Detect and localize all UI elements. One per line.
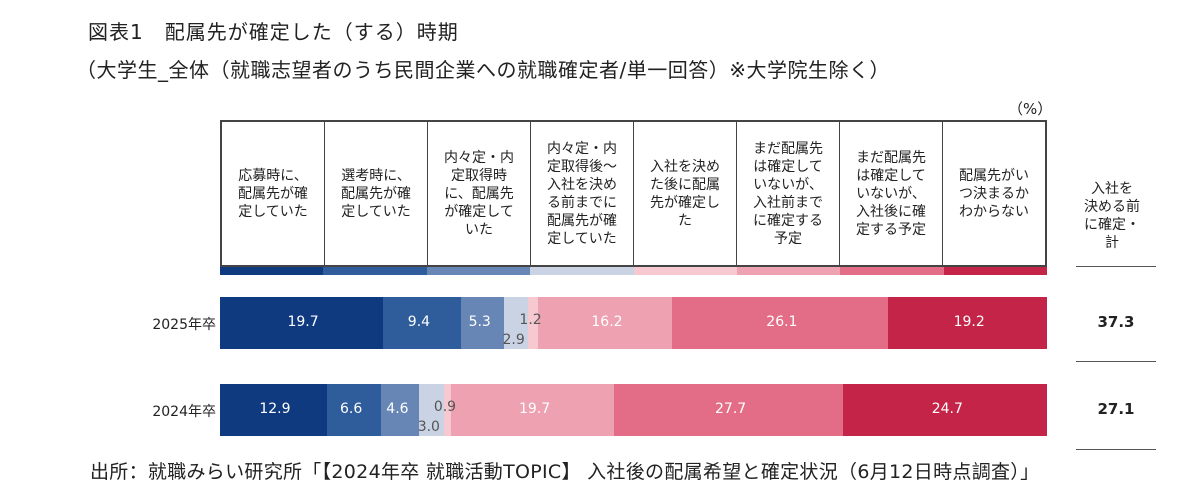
bar-segment	[504, 297, 529, 349]
total-rule-bottom	[1076, 449, 1156, 450]
data-label: 19.7	[287, 314, 319, 330]
bar-segment	[614, 384, 843, 436]
category-header-cell: 入社を決め た後に配属 先が確定し た	[634, 122, 737, 265]
category-color-strip	[220, 267, 1047, 275]
category-header-cell: 内々定・内 定取得後～ 入社を決め る前までに 配属先が確 定していた	[531, 122, 634, 265]
data-label: 26.1	[766, 314, 798, 330]
total-rule-top	[1076, 266, 1156, 267]
stacked-bar	[220, 384, 1048, 436]
category-header-cell: 応募時に、 配属先が確 定していた	[222, 122, 325, 265]
category-header-cell: 内々定・内 定取得時 に、配属先 が確定して いた	[428, 122, 531, 265]
bar-segment	[220, 384, 327, 436]
category-color-swatch	[220, 267, 324, 275]
total-rule-mid	[1076, 361, 1156, 362]
category-header-label: 入社を決め た後に配属 先が確定し た	[650, 158, 720, 229]
unit-label: （%）	[1008, 100, 1053, 118]
bar-segment	[672, 297, 889, 349]
category-header-label: 応募時に、 配属先が確 定していた	[238, 167, 308, 220]
category-header-label: まだ配属先 は確定して いないが、 入社前まで に確定する 予定	[753, 140, 823, 247]
row-label: 2024年卒	[152, 404, 216, 420]
category-header-label: 配属先がい つ決まるか わからない	[959, 167, 1029, 220]
category-color-swatch	[633, 267, 737, 275]
bar-segment	[381, 384, 420, 436]
category-color-swatch	[840, 267, 944, 275]
data-label: 5.3	[468, 314, 491, 330]
category-color-swatch	[426, 267, 531, 275]
category-color-swatch	[736, 267, 841, 275]
data-label: 27.7	[715, 401, 747, 417]
data-label: 19.2	[953, 314, 985, 330]
data-label: 0.9	[433, 399, 457, 415]
bar-segment	[326, 384, 382, 436]
category-header-cell: 配属先がい つ決まるか わからない	[943, 122, 1045, 265]
data-label: 3.0	[417, 419, 440, 435]
chart-title: 図表1 配属先が確定した（する）時期	[88, 20, 459, 44]
data-label: 24.7	[931, 401, 963, 417]
stacked-bar	[220, 297, 1047, 349]
row-total-value: 27.1	[1097, 400, 1135, 418]
row-total-value: 37.3	[1097, 313, 1135, 331]
category-header-cell: 選考時に、 配属先が確 定していた	[325, 122, 428, 265]
category-header-label: 内々定・内 定取得後～ 入社を決め る前までに 配属先が確 定していた	[547, 140, 617, 247]
data-label: 2.9	[502, 332, 525, 348]
total-column-header: 入社を 決める前 に確定・ 計	[1084, 181, 1140, 251]
bar-segment	[220, 297, 383, 349]
category-color-swatch	[323, 267, 427, 275]
bar-segment	[538, 297, 673, 349]
bar-segment	[528, 297, 539, 349]
row-label: 2025年卒	[152, 317, 216, 333]
bar-segment	[419, 384, 444, 436]
chart-subtitle: （大学生_全体（就職志望者のうち民間企業への就職確定者/単一回答）※大学院生除く…	[76, 58, 890, 82]
bar-segment	[451, 384, 615, 436]
category-header-label: まだ配属先 は確定して いないが、 入社後に確 定する予定	[856, 149, 926, 238]
source-note: 出所：就職みらい研究所「【2024年卒 就職活動TOPIC】 入社後の配属希望と…	[90, 461, 1040, 483]
category-header-cell: まだ配属先 は確定して いないが、 入社前まで に確定する 予定	[737, 122, 840, 265]
data-label: 9.4	[407, 314, 431, 330]
data-label: 6.6	[339, 401, 363, 417]
category-color-swatch	[943, 267, 1047, 275]
bar-segment	[460, 297, 505, 349]
bar-segment	[842, 384, 1048, 436]
data-label: 4.6	[386, 401, 409, 417]
data-label: 1.2	[519, 312, 542, 328]
bar-segment	[443, 384, 452, 436]
category-header-label: 選考時に、 配属先が確 定していた	[341, 167, 411, 220]
data-label: 19.7	[519, 401, 551, 417]
data-label: 16.2	[591, 314, 623, 330]
category-header-cell: まだ配属先 は確定して いないが、 入社後に確 定する予定	[840, 122, 943, 265]
category-header: 応募時に、 配属先が確 定していた 選考時に、 配属先が確 定していた 内々定・内 …	[220, 120, 1047, 267]
bar-segment	[888, 297, 1047, 349]
data-label: 12.9	[259, 401, 291, 417]
category-header-label: 内々定・内 定取得時 に、配属先 が確定して いた	[444, 149, 514, 238]
bar-segment	[382, 297, 461, 349]
category-color-swatch	[530, 267, 634, 275]
